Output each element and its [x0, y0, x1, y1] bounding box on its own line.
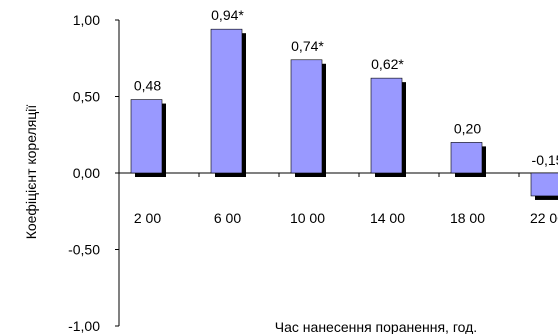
y-tick-label: 0,50 — [73, 89, 100, 105]
y-axis-title: Коефіцієнт кореляції — [23, 105, 39, 240]
category-label: 14 00 — [370, 210, 405, 226]
bars — [130, 28, 558, 200]
bar-1000 — [290, 59, 323, 174]
data-label: 0,62* — [371, 56, 404, 72]
category-label: 2 00 — [134, 210, 161, 226]
data-labels: 0,48 0,94* 0,74* 0,62* 0,20 -0,15 — [134, 7, 558, 168]
y-tick-label: -1,00 — [68, 318, 100, 334]
bar-1800 — [450, 142, 483, 174]
y-axis: 1,00 0,50 0,00 -0,50 -1,00 — [68, 12, 558, 334]
x-axis-title: Час нанесення поранення, год. — [275, 319, 477, 334]
data-label: 0,20 — [454, 120, 481, 136]
y-tick-label: -0,50 — [68, 242, 100, 258]
data-label: 0,74* — [291, 38, 324, 54]
category-label: 10 00 — [290, 210, 325, 226]
category-label: 6 00 — [214, 210, 241, 226]
bar-200 — [130, 99, 163, 174]
data-label: -0,15 — [532, 152, 558, 168]
bar-2200 — [530, 172, 558, 197]
y-tick-label: 0,00 — [73, 165, 100, 181]
category-labels: 2 00 6 00 10 00 14 00 18 00 22 00 — [134, 210, 558, 226]
category-label: 22 00 — [530, 210, 558, 226]
y-tick-label: 1,00 — [73, 12, 100, 28]
data-label: 0,48 — [134, 78, 161, 94]
bar-600 — [210, 28, 243, 174]
category-label: 18 00 — [450, 210, 485, 226]
bar-1400 — [370, 77, 403, 174]
data-label: 0,94* — [211, 7, 244, 23]
